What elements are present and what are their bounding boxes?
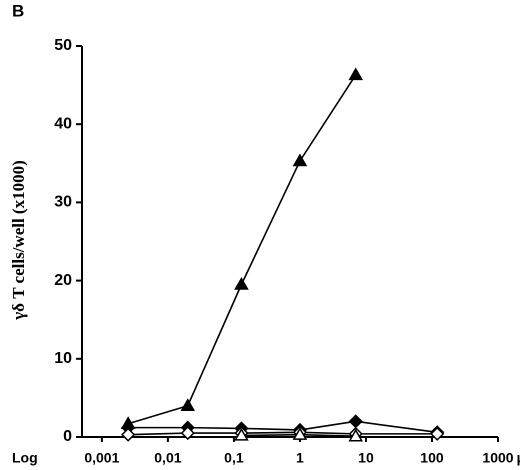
data-point [121, 427, 136, 442]
data-point [348, 414, 363, 429]
series-line [128, 431, 438, 436]
x-tick-label: 1 [296, 450, 304, 466]
y-tick-label: 10 [54, 350, 72, 367]
data-point [180, 426, 195, 441]
series-line [128, 420, 438, 434]
data-point [348, 428, 364, 442]
y-tick-label: 40 [54, 115, 72, 132]
data-point [292, 153, 308, 167]
data-point [348, 67, 364, 81]
x-axis-label: µmol/L [517, 450, 520, 466]
x-tick-label: 10 [358, 450, 374, 466]
data-point [180, 398, 196, 411]
panel-label: B [12, 1, 24, 20]
x-axis-prefix: Log [12, 450, 38, 466]
y-tick-label: 50 [54, 37, 72, 54]
x-tick-label: 1000 [482, 450, 513, 466]
x-tick-label: 0,1 [224, 450, 244, 466]
series-line [127, 74, 357, 425]
y-tick-label: 20 [54, 272, 72, 289]
y-tick-label: 30 [54, 194, 72, 211]
y-axis-label: γδ T cells/well (x1000) [9, 160, 28, 321]
y-tick-label: 0 [63, 428, 72, 445]
x-tick-label: 100 [420, 450, 444, 466]
data-point [234, 276, 249, 290]
data-point [292, 427, 308, 440]
x-tick-label: 0,01 [154, 450, 181, 466]
data-point [430, 426, 445, 441]
x-tick-label: 0,001 [84, 450, 119, 466]
data-point [234, 427, 249, 441]
